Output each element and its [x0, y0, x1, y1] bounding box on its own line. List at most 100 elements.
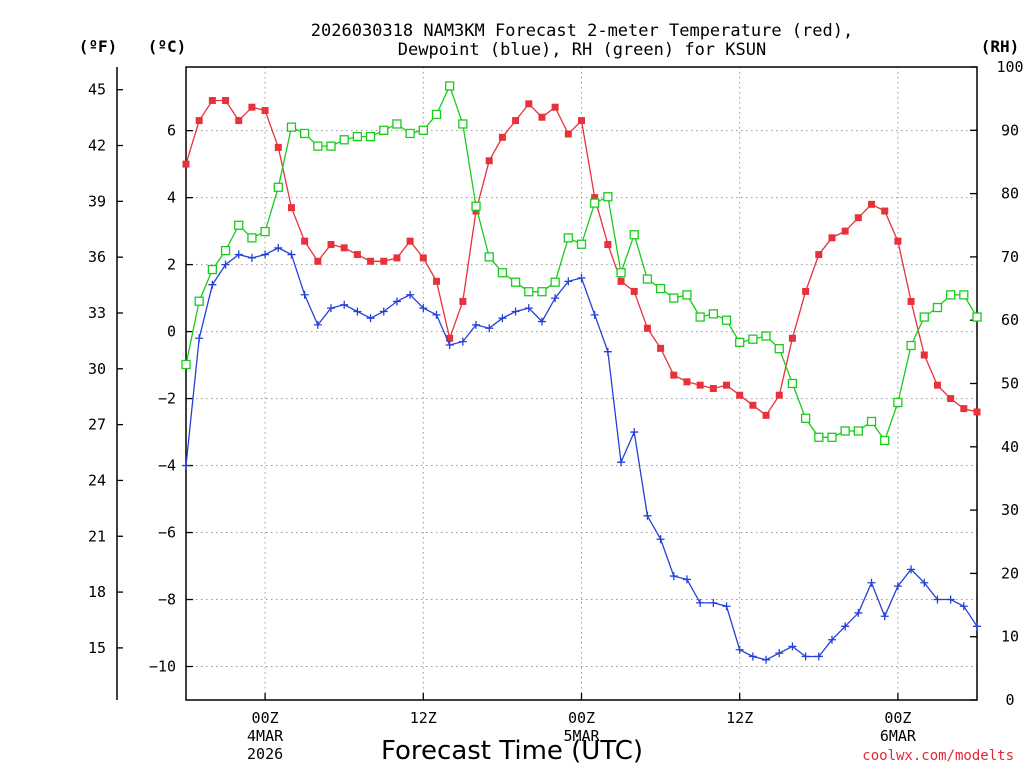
dewpoint-point	[880, 612, 889, 621]
rh-point	[603, 192, 613, 202]
rh-point	[800, 413, 811, 423]
temperature-point	[868, 200, 876, 208]
time-tick-label: 00Z	[568, 709, 595, 727]
rh-tick-label: 0	[1005, 691, 1014, 709]
time-tick-date: 5MAR	[563, 727, 600, 745]
dewpoint-point	[313, 320, 322, 329]
dewpoint-point	[340, 300, 349, 309]
dewpoint-point	[722, 602, 731, 611]
fahrenheit-tick-label: 27	[88, 416, 106, 434]
rh-point	[853, 426, 863, 436]
temperature-point	[657, 344, 665, 352]
dewpoint-point	[274, 243, 283, 252]
rh-axis: 0 10 20 30 40 50 60 70 80 90 100	[970, 58, 1024, 709]
rh-point	[471, 201, 481, 211]
dewpoint-point	[854, 608, 863, 617]
dewpoint-point	[182, 461, 190, 470]
temperature-point	[406, 237, 414, 245]
grid-lines	[186, 67, 977, 700]
rh-tick-label: 30	[1001, 501, 1019, 519]
time-tick-date: 4MAR	[247, 727, 284, 745]
dewpoint-point	[221, 260, 230, 269]
temperature-point	[854, 214, 862, 222]
fahrenheit-tick-label: 39	[88, 192, 106, 210]
rh-point	[510, 277, 521, 287]
dewpoint-point	[485, 324, 494, 333]
fahrenheit-tick-label: 30	[88, 360, 106, 378]
dewpoint-point	[867, 578, 876, 587]
dewpoint-point	[669, 572, 678, 581]
temperature-point	[314, 257, 322, 265]
rh-tick-label: 70	[1001, 248, 1019, 266]
temperature-point	[894, 237, 902, 245]
rh-point	[286, 122, 297, 132]
rh-point	[642, 274, 653, 284]
dewpoint-point	[630, 428, 639, 437]
dewpoint-point	[735, 645, 744, 654]
rh-point	[840, 426, 850, 436]
dewpoint-point	[643, 511, 652, 520]
fahrenheit-tick-label: 33	[88, 304, 106, 322]
fahrenheit-unit-label: (ºF)	[79, 37, 118, 56]
rh-point	[616, 268, 626, 278]
rh-point	[550, 277, 560, 287]
temperature-point	[920, 351, 928, 359]
rh-point	[524, 287, 534, 297]
temperature-point	[472, 207, 480, 215]
temperature-point	[947, 395, 955, 403]
temperature-point	[446, 334, 454, 342]
dewpoint-point	[537, 317, 546, 326]
x-axis-label: Forecast Time (UTC)	[381, 736, 643, 766]
temperature-point	[683, 378, 691, 386]
temperature-point	[353, 251, 361, 259]
rh-point	[299, 128, 310, 139]
dewpoint-point	[261, 250, 270, 259]
temperature-point	[512, 117, 520, 125]
rh-point	[326, 141, 336, 151]
dewpoint-point	[893, 582, 902, 591]
rh-point	[669, 293, 679, 303]
rh-point	[972, 312, 982, 322]
temperature-point	[287, 204, 295, 212]
rh-point	[629, 230, 639, 240]
rh-point	[814, 432, 824, 442]
temperature-point	[208, 96, 216, 104]
rh-point	[576, 239, 587, 249]
rh-point	[194, 296, 204, 306]
rh-point	[207, 264, 218, 275]
dewpoint-point	[366, 314, 375, 323]
time-tick-year: 2026	[247, 745, 283, 763]
dewpoint-point	[353, 307, 362, 316]
dewpoint-point	[472, 320, 481, 329]
rh-point	[537, 287, 547, 297]
rh-point	[906, 340, 916, 351]
rh-point	[458, 119, 468, 129]
celsius-tick-label: 0	[167, 323, 176, 341]
celsius-axis: −10 −8 −6 −4 −2 0 2 4 6	[149, 122, 193, 676]
rh-point	[339, 135, 349, 145]
fahrenheit-tick-label: 15	[88, 639, 106, 657]
dewpoint-point	[564, 277, 573, 286]
dewpoint-point	[208, 280, 217, 289]
rh-point	[721, 315, 732, 325]
temperature-point	[802, 287, 810, 295]
rh-point	[748, 334, 758, 344]
temperature-point	[485, 157, 493, 165]
celsius-tick-label: −2	[158, 390, 176, 408]
dewpoint-point	[406, 290, 415, 299]
rh-point	[787, 378, 798, 389]
rh-tick-label: 80	[1001, 185, 1019, 203]
temperature-point	[604, 241, 612, 249]
dewpoint-point	[195, 334, 204, 343]
rh-tick-label: 10	[1001, 628, 1019, 646]
rh-point	[708, 309, 718, 319]
dewpoint-point	[379, 307, 388, 316]
rh-point	[220, 245, 231, 256]
rh-point	[866, 416, 877, 427]
temperature-point	[815, 251, 823, 259]
rh-tick-label: 50	[1001, 375, 1019, 393]
dewpoint-point	[511, 307, 520, 316]
rh-series	[181, 81, 982, 446]
dewpoint-point	[247, 253, 256, 262]
